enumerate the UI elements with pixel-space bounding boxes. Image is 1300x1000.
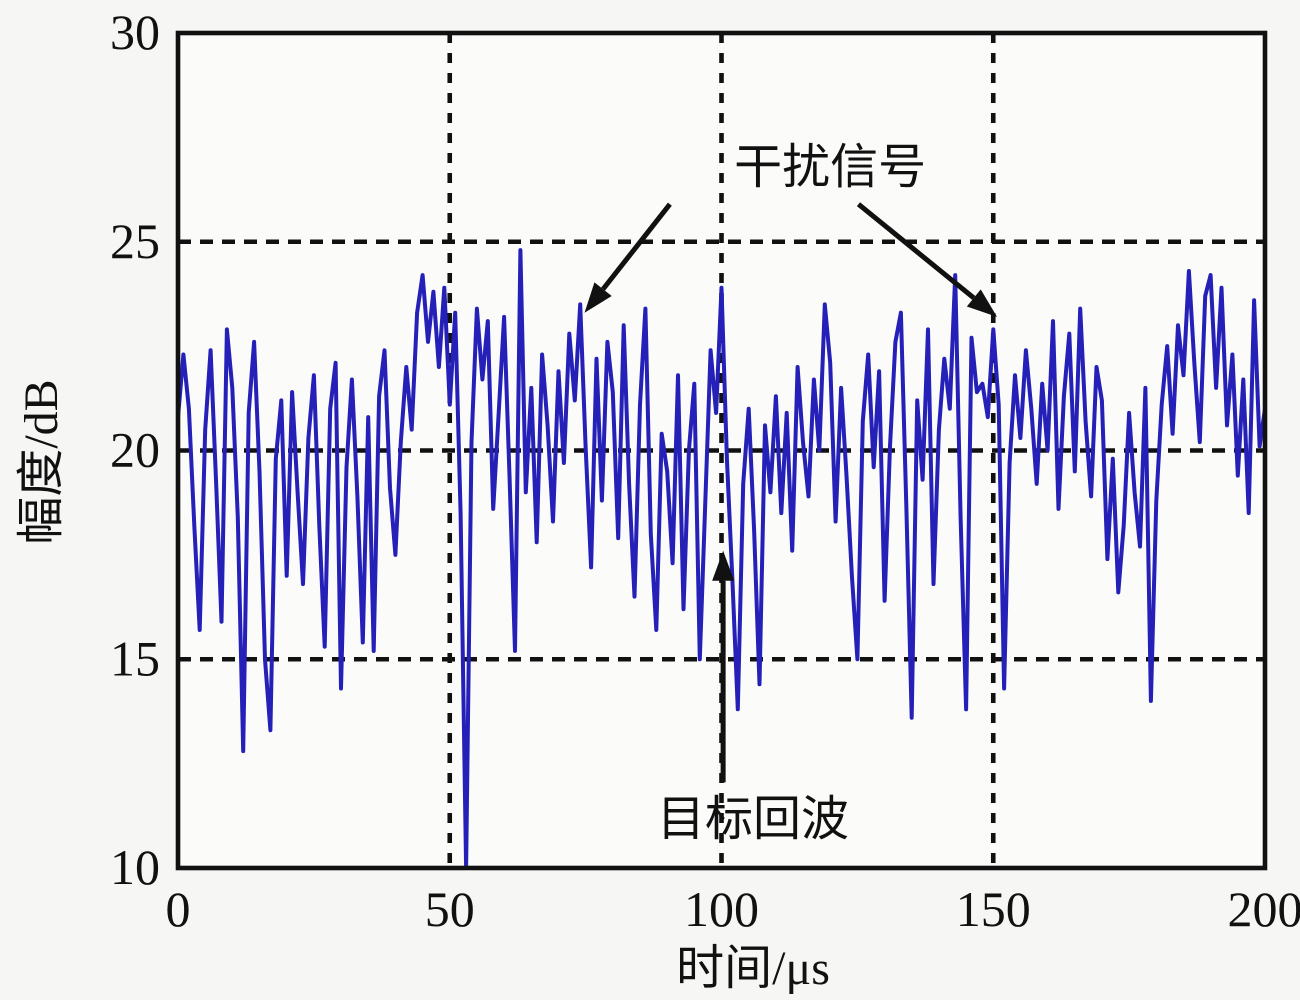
y-tick-label-20: 20 (110, 422, 160, 478)
target-echo-label: 目标回波 (657, 792, 850, 846)
x-tick-label-50: 50 (425, 881, 475, 937)
interference-arrow-left-shaft (601, 202, 672, 291)
y-tick-label-30: 30 (110, 4, 160, 60)
interference-arrow-left-head (584, 282, 612, 313)
interference-arrow-right-head (966, 289, 998, 317)
x-tick-label-200: 200 (1228, 881, 1300, 937)
y-axis-label: 幅度/dB (15, 379, 68, 545)
y-tick-label-10: 10 (110, 839, 160, 895)
interference-arrow-right-shaft (856, 202, 976, 300)
y-tick-label-15: 15 (110, 630, 160, 686)
x-tick-label-150: 150 (956, 881, 1031, 937)
x-axis-label: 时间/μs (676, 942, 830, 995)
interference-signal-label: 干扰信号 (734, 141, 927, 195)
x-tick-label-0: 0 (166, 881, 191, 937)
plot-border (175, 30, 1268, 871)
signal-trace (176, 248, 1267, 870)
y-tick-label-25: 25 (110, 213, 160, 269)
target-echo-arrow-head (712, 550, 735, 581)
x-tick-label-100: 100 (684, 881, 759, 937)
